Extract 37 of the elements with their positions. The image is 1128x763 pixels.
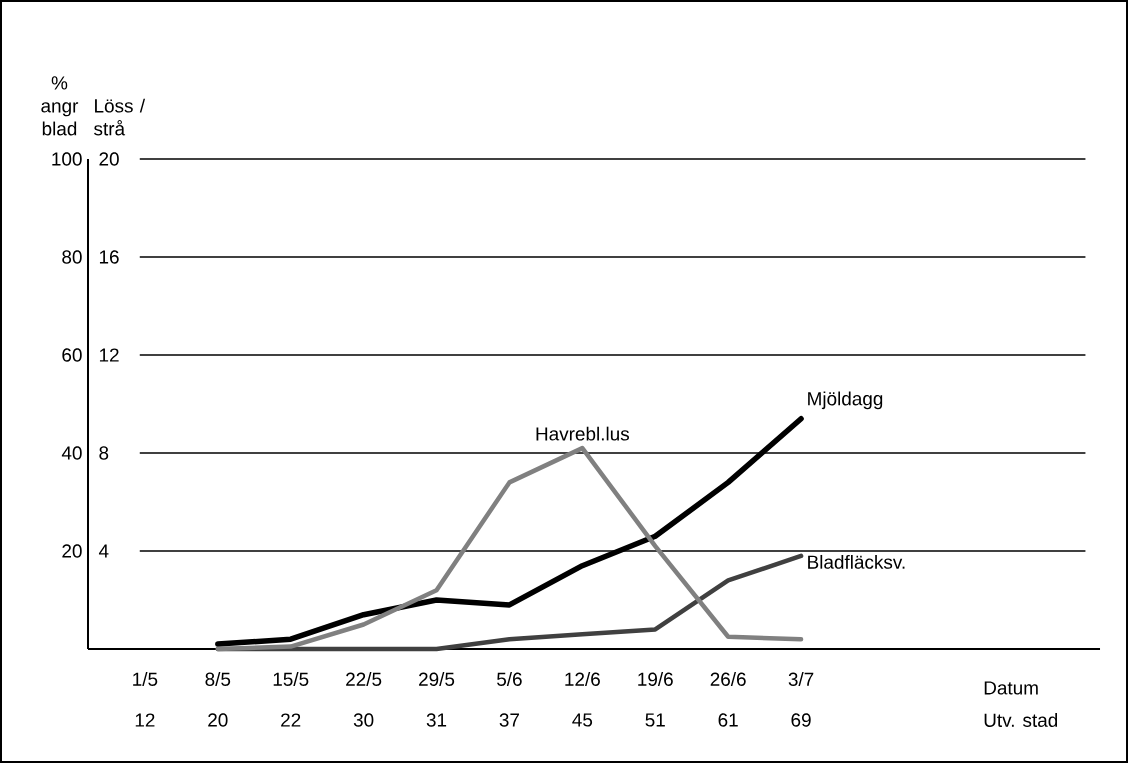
text: 69 [791,713,811,727]
text: 45 [572,713,593,727]
x-tick-label: 12/6 [565,672,600,686]
y-tick-label: 20 [62,544,82,558]
y2-tick-label: 12 [99,348,119,362]
text: 51 [645,713,665,727]
x-tick-label: 22/5 [346,672,382,686]
text: 30 [353,713,374,727]
text: Datum [984,681,1038,695]
y-tick-label: 40 [61,446,82,460]
x-tick-label: 15/5 [273,672,309,686]
y2-tick-label: 20 [99,152,119,166]
y-axis-title: % angr blad [41,76,79,136]
text: 22 [281,713,301,727]
text: 20 [208,713,228,727]
y-tick-label: 80 [62,250,82,264]
text: 12 [135,713,155,727]
series-label: Havrebl.lus [536,426,629,441]
series-label: Mjöldagg [808,391,883,410]
x-tick-label: 29/5 [419,672,455,686]
text: 31 [426,713,447,727]
x-tick-label: 19/6 [638,672,673,686]
x-tick-label: 3/7 [788,672,814,686]
text: 37 [499,713,519,727]
x-tick-label: 8/5 [205,672,231,686]
x-tick-label: 1/5 [133,672,158,686]
x-tick-label: 5/6 [497,672,522,686]
y2-tick-label: 8 [99,446,109,460]
y2-tick-label: 16 [99,250,119,264]
text: 61 [718,713,738,727]
y2-tick-label: 4 [98,544,109,558]
y-tick-label: 100 [52,152,82,166]
y-tick-label: 60 [62,348,82,362]
series-label: Bladfläcksv. [808,554,905,569]
y2-axis-title: Löss / strå [94,98,146,136]
x-tick-label: 26/6 [710,672,746,686]
text: Utv. stad [984,713,1058,727]
